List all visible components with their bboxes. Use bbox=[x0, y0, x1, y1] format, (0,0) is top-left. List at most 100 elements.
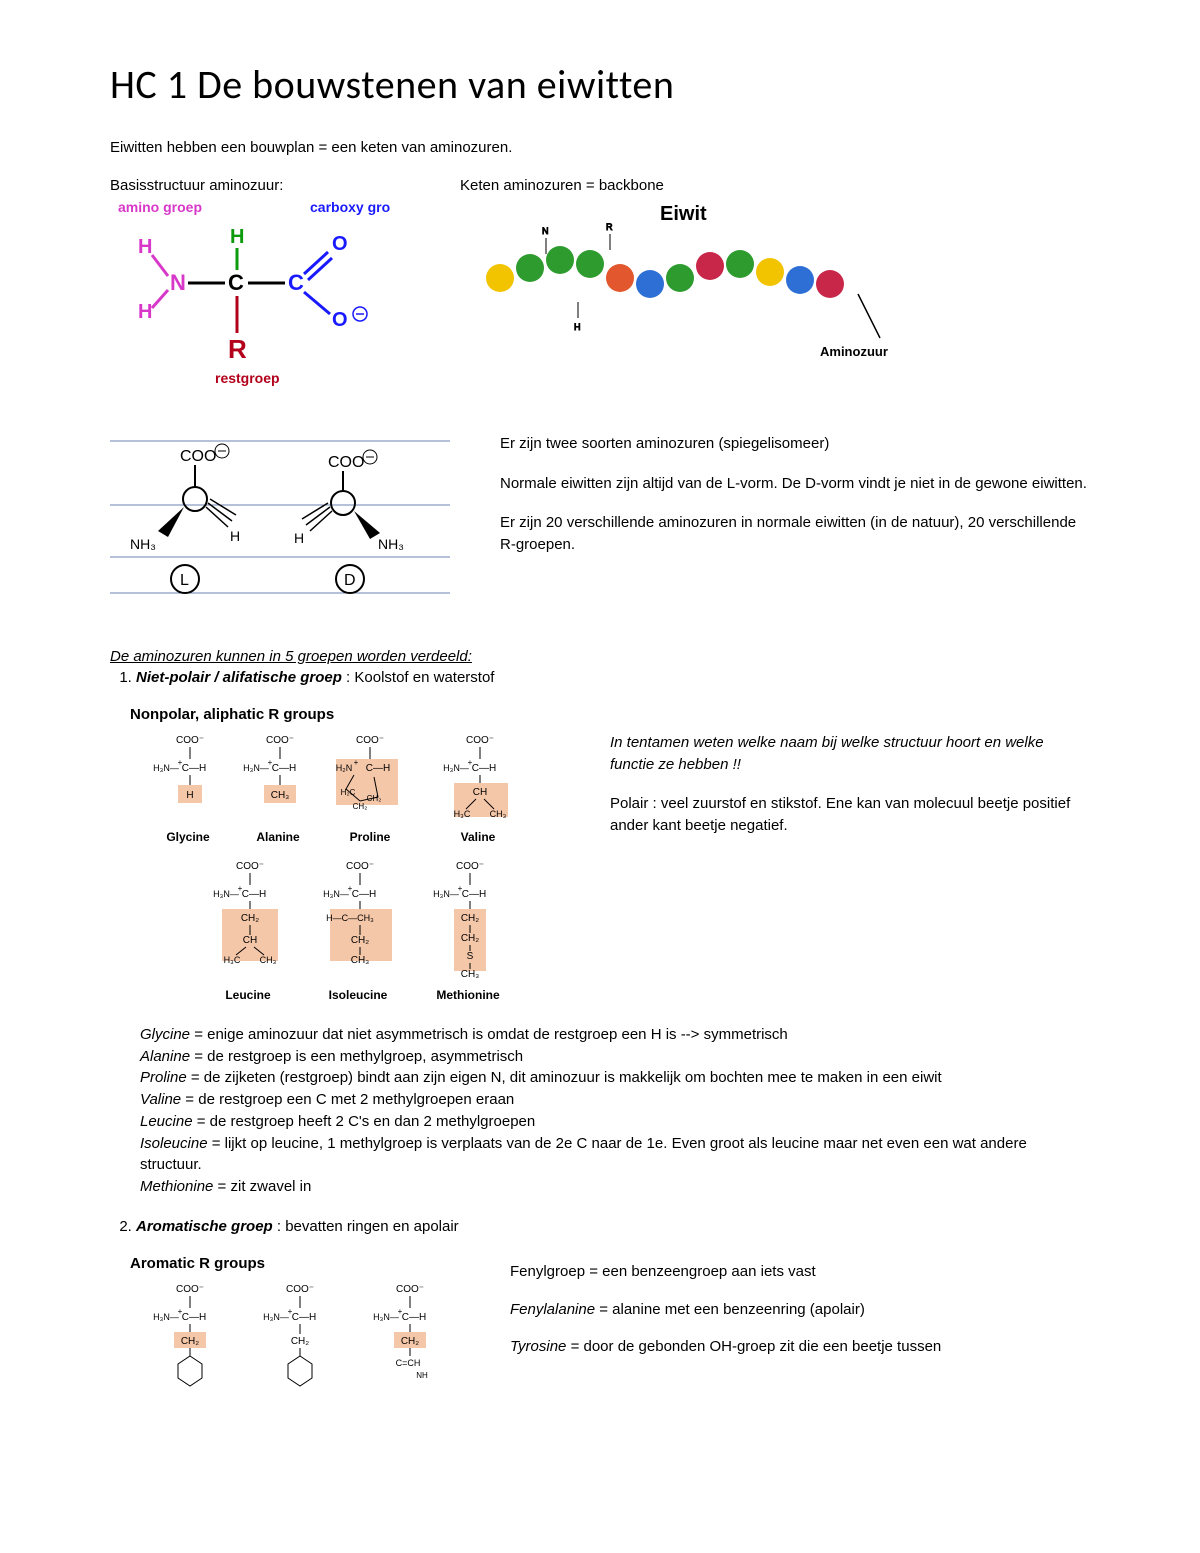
svg-text:C: C bbox=[288, 270, 304, 295]
chain-bead bbox=[726, 250, 754, 278]
svg-text:CH: CH bbox=[243, 935, 257, 946]
nonpolar-structures-diagram: COO⁻ H₃N—+ C—H H COO⁻ H₃N—+ bbox=[130, 729, 550, 1014]
svg-text:C—H: C—H bbox=[182, 763, 206, 774]
fenyl-def: Fenylgroep = een benzeengroep aan iets v… bbox=[510, 1261, 1090, 1283]
svg-text:N: N bbox=[170, 270, 186, 295]
definition-line: Isoleucine = lijkt op leucine, 1 methylg… bbox=[140, 1133, 1090, 1177]
svg-text:COO⁻: COO⁻ bbox=[286, 1284, 314, 1295]
chain-caption: Keten aminozuren = backbone bbox=[460, 177, 900, 194]
isomer-p2: Normale eiwitten zijn altijd van de L-vo… bbox=[500, 473, 1090, 495]
chain-bead bbox=[576, 250, 604, 278]
svg-text:H₃N—: H₃N— bbox=[263, 1312, 289, 1322]
svg-text:O: O bbox=[332, 233, 348, 255]
svg-text:H₃N—: H₃N— bbox=[153, 1312, 179, 1322]
chain-bead bbox=[606, 264, 634, 292]
phenylalanine-def: Fenylalanine = alanine met een benzeenri… bbox=[510, 1299, 1090, 1321]
svg-text:H: H bbox=[574, 322, 581, 332]
svg-text:L: L bbox=[180, 572, 189, 589]
definition-line: Methionine = zit zwavel in bbox=[140, 1176, 1090, 1198]
svg-text:CH₂: CH₂ bbox=[181, 1336, 199, 1347]
protein-chain-diagram: Eiwit Aminozuur N R H bbox=[460, 198, 900, 383]
tyrosine-def: Tyrosine = door de gebonden OH-groep zit… bbox=[510, 1336, 1090, 1358]
svg-text:CH₂: CH₂ bbox=[351, 935, 369, 946]
chain-bead bbox=[486, 264, 514, 292]
svg-text:H—C—CH₃: H—C—CH₃ bbox=[326, 913, 374, 923]
svg-text:H: H bbox=[138, 301, 152, 323]
svg-text:CH: CH bbox=[473, 787, 487, 798]
chain-bead bbox=[816, 270, 844, 298]
svg-text:COO⁻: COO⁻ bbox=[356, 735, 384, 746]
isomer-p1: Er zijn twee soorten aminozuren (spiegel… bbox=[500, 433, 1090, 455]
svg-text:COO⁻: COO⁻ bbox=[456, 861, 484, 872]
svg-text:H: H bbox=[230, 226, 244, 248]
svg-text:H₃N—: H₃N— bbox=[443, 763, 469, 773]
definition-line: Valine = de restgroep een C met 2 methyl… bbox=[140, 1089, 1090, 1111]
svg-text:C—H: C—H bbox=[272, 763, 296, 774]
intro-text: Eiwitten hebben een bouwplan = een keten… bbox=[110, 137, 1090, 159]
page-title: HC 1 De bouwstenen van eiwitten bbox=[110, 60, 1090, 109]
polar-note: Polair : veel zuurstof en stikstof. Ene … bbox=[610, 793, 1090, 837]
svg-text:CH₂: CH₂ bbox=[353, 802, 368, 811]
svg-text:H₃N—: H₃N— bbox=[433, 889, 459, 899]
svg-text:CH₂: CH₂ bbox=[461, 933, 479, 944]
svg-text:COO⁻: COO⁻ bbox=[176, 1284, 204, 1295]
svg-text:R: R bbox=[228, 334, 247, 364]
amino-label: amino groep bbox=[118, 199, 202, 215]
svg-text:COO⁻: COO⁻ bbox=[176, 735, 204, 746]
svg-text:CH₃: CH₃ bbox=[260, 955, 277, 965]
svg-text:H₃N—: H₃N— bbox=[373, 1312, 399, 1322]
definition-line: Leucine = de restgroep heeft 2 C's en da… bbox=[140, 1111, 1090, 1133]
svg-text:H₂C: H₂C bbox=[341, 788, 356, 797]
svg-text:N: N bbox=[542, 226, 549, 236]
svg-text:H₃C: H₃C bbox=[224, 955, 241, 965]
svg-text:COO⁻: COO⁻ bbox=[346, 861, 374, 872]
svg-text:CH₃: CH₃ bbox=[461, 969, 480, 980]
svg-text:H₃N—: H₃N— bbox=[323, 889, 349, 899]
amino-acid-structure-diagram: amino groep carboxy groep restgroep H H … bbox=[110, 198, 410, 393]
svg-text:C—H: C—H bbox=[462, 889, 486, 900]
group-2-item: Aromatische groep : bevatten ringen en a… bbox=[136, 1218, 1090, 1235]
svg-text:NH: NH bbox=[416, 1371, 428, 1380]
group-1-item: Niet-polair / alifatische groep : Koolst… bbox=[136, 669, 1090, 686]
svg-text:CH₃: CH₃ bbox=[271, 790, 290, 801]
svg-text:C=CH: C=CH bbox=[396, 1358, 421, 1368]
aromatic-structures-diagram: COO⁻ H₃N—+ C—H CH₂ COO⁻ bbox=[130, 1278, 460, 1393]
ld-isomer-diagram: COO NH₃ H L COO bbox=[110, 433, 450, 608]
groups-heading: De aminozuren kunnen in 5 groepen worden… bbox=[110, 648, 1090, 665]
chain-bead bbox=[666, 264, 694, 292]
svg-text:NH₃: NH₃ bbox=[130, 536, 156, 552]
svg-text:CH₂: CH₂ bbox=[367, 794, 382, 803]
definition-line: Alanine = de restgroep is een methylgroe… bbox=[140, 1046, 1090, 1068]
svg-text:H₂N: H₂N bbox=[336, 763, 353, 773]
svg-text:C—H: C—H bbox=[402, 1312, 426, 1323]
basic-caption: Basisstructuur aminozuur: bbox=[110, 177, 410, 194]
svg-text:C—H: C—H bbox=[472, 763, 496, 774]
svg-text:Valine: Valine bbox=[461, 830, 496, 844]
svg-text:C—H: C—H bbox=[292, 1312, 316, 1323]
chain-bead bbox=[516, 254, 544, 282]
svg-text:CH₃: CH₃ bbox=[351, 955, 370, 966]
svg-text:Aminozuur: Aminozuur bbox=[820, 344, 888, 359]
svg-text:C—H: C—H bbox=[352, 889, 376, 900]
svg-text:COO⁻: COO⁻ bbox=[396, 1284, 424, 1295]
chain-bead bbox=[546, 246, 574, 274]
carboxy-label: carboxy groep bbox=[310, 199, 390, 215]
svg-text:H: H bbox=[138, 236, 152, 258]
svg-text:H₃N—: H₃N— bbox=[243, 763, 269, 773]
definition-line: Proline = de zijketen (restgroep) bindt … bbox=[140, 1067, 1090, 1089]
rest-label: restgroep bbox=[215, 370, 280, 386]
svg-text:COO: COO bbox=[180, 448, 216, 465]
svg-text:S: S bbox=[467, 951, 474, 962]
svg-text:Glycine: Glycine bbox=[166, 830, 210, 844]
svg-text:H₃N—: H₃N— bbox=[153, 763, 179, 773]
svg-text:CH₂: CH₂ bbox=[241, 913, 259, 924]
chain-bead bbox=[786, 266, 814, 294]
chain-bead bbox=[636, 270, 664, 298]
svg-text:R: R bbox=[606, 222, 613, 232]
chain-bead bbox=[696, 252, 724, 280]
svg-text:C: C bbox=[228, 270, 244, 295]
exam-note: In tentamen weten welke naam bij welke s… bbox=[610, 732, 1090, 776]
nonpolar-panel-title: Nonpolar, aliphatic R groups bbox=[130, 706, 550, 723]
svg-text:CH₂: CH₂ bbox=[291, 1336, 309, 1347]
svg-text:COO⁻: COO⁻ bbox=[236, 861, 264, 872]
